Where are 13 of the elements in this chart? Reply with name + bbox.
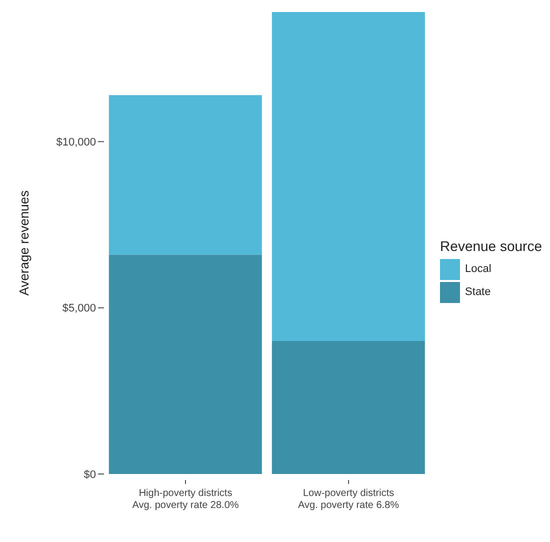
x-tick-label: High-poverty districts Avg. poverty rate 28.0% (132, 488, 239, 511)
bar (272, 12, 425, 342)
y-tick-label: $10,000 (56, 136, 96, 149)
x-tick-label: Low-poverty districts Avg. poverty rate 6.8% (298, 488, 400, 511)
legend-label: Local (465, 263, 492, 275)
y-tick-label: $0 (84, 468, 96, 481)
bar (272, 341, 425, 474)
y-axis-title: Average revenues (16, 190, 32, 296)
legend-label: State (465, 286, 491, 298)
bar (108, 95, 262, 255)
bar (108, 254, 262, 474)
legend-title: Revenue source (440, 238, 542, 254)
y-tick-label: $5,000 (62, 302, 96, 315)
